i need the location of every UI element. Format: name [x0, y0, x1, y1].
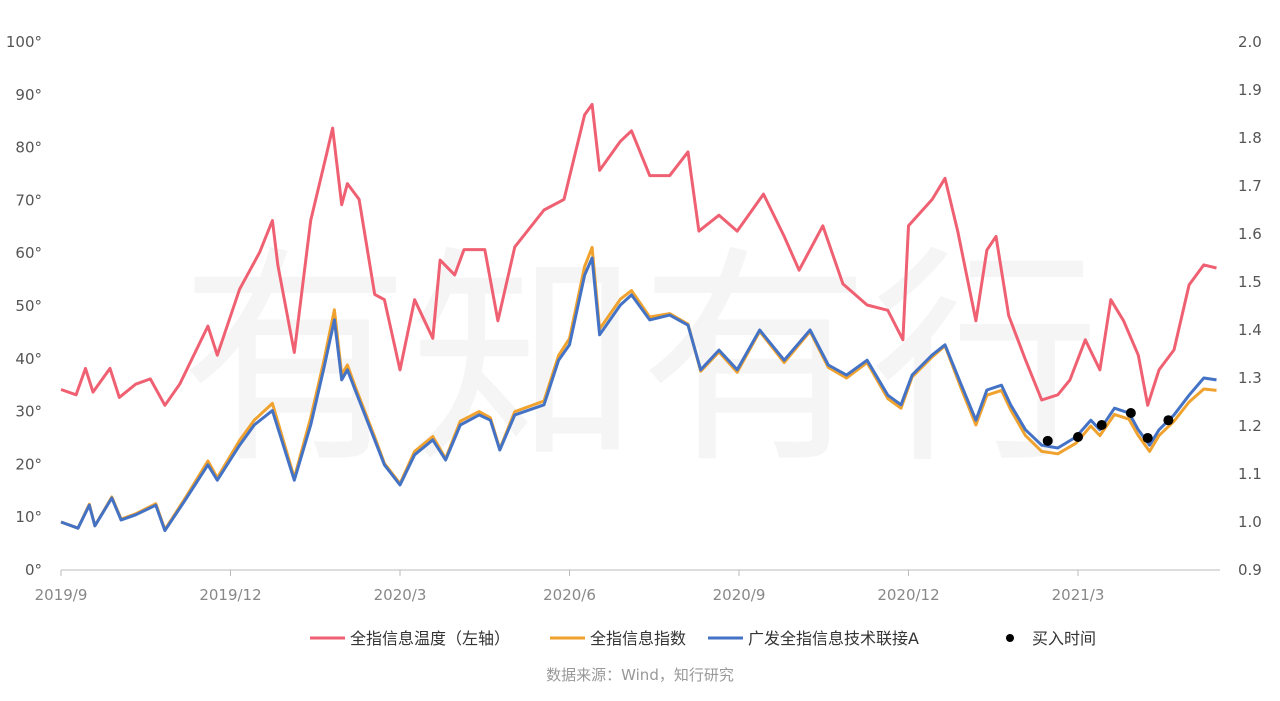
y-left-tick-label: 80°	[15, 139, 42, 157]
y-left-tick-label: 90°	[15, 86, 42, 104]
y-right-tick-label: 1.1	[1238, 465, 1262, 483]
buy-point	[1042, 435, 1053, 446]
y-left-tick-label: 20°	[15, 455, 42, 473]
y-left-tick-label: 0°	[25, 561, 42, 579]
y-left-tick-label: 60°	[15, 244, 42, 262]
y-right-tick-label: 1.2	[1238, 417, 1262, 435]
temperature-line	[60, 102, 1217, 407]
y-left-tick-label: 70°	[15, 191, 42, 209]
x-tick-label: 2020/9	[713, 586, 766, 604]
legend-item-fund[interactable]: 广发全指信息技术联接A	[708, 629, 919, 648]
y-right-tick-label: 1.5	[1238, 273, 1262, 291]
plot-area	[60, 102, 1217, 533]
buy-point	[1125, 408, 1136, 418]
y-right-tick-label: 1.0	[1238, 513, 1262, 531]
buy-point	[1163, 415, 1174, 426]
index-line	[60, 245, 1217, 532]
legend-label: 广发全指信息技术联接A	[748, 629, 919, 648]
watermark: 有知有行	[180, 228, 1100, 495]
y-right-tick-label: 1.8	[1238, 129, 1262, 147]
y-left-tick-label: 10°	[15, 508, 42, 526]
source-note: 数据来源：Wind，知行研究	[546, 666, 734, 684]
x-tick-label: 2021/3	[1052, 586, 1105, 604]
buy-point	[1096, 420, 1107, 430]
buy-point	[1142, 432, 1153, 443]
legend-label: 全指信息指数	[590, 629, 686, 648]
y-left-tick-label: 30°	[15, 403, 42, 421]
y-right-tick-label: 0.9	[1238, 561, 1262, 579]
legend: 全指信息温度（左轴） 全指信息指数 广发全指信息技术联接A 买入时间	[310, 629, 1096, 648]
legend-item-index[interactable]: 全指信息指数	[550, 629, 686, 648]
left-axis: 0° 10° 20° 30° 40° 50° 60° 70° 80° 90° 100°	[6, 33, 42, 579]
y-right-tick-label: 1.6	[1238, 225, 1262, 243]
x-axis: 2019/9 2019/12 2020/3 2020/6 2020/9 2020/12 20…	[35, 570, 1105, 604]
y-right-tick-label: 1.7	[1238, 177, 1262, 195]
y-right-tick-label: 1.3	[1238, 369, 1262, 387]
y-right-tick-label: 1.9	[1238, 81, 1262, 99]
x-tick-label: 2020/12	[877, 586, 939, 604]
legend-item-temperature[interactable]: 全指信息温度（左轴）	[310, 629, 510, 648]
legend-label: 买入时间	[1032, 629, 1096, 648]
y-left-tick-label: 40°	[15, 350, 42, 368]
y-right-tick-label: 1.4	[1238, 321, 1262, 339]
legend-label: 全指信息温度（左轴）	[350, 629, 510, 648]
buy-point	[1073, 432, 1083, 442]
y-left-tick-label: 50°	[15, 297, 42, 315]
y-right-tick-label: 2.0	[1238, 33, 1262, 51]
x-tick-label: 2019/9	[35, 586, 88, 604]
x-tick-label: 2020/3	[374, 586, 427, 604]
y-left-tick-label: 100°	[6, 33, 42, 51]
x-tick-label: 2020/6	[543, 586, 596, 604]
x-tick-label: 2019/12	[199, 586, 261, 604]
right-axis: 0.9 1.0 1.1 1.2 1.3 1.4 1.5 1.6 1.7 1.8 1.9 2.0	[1238, 33, 1262, 579]
legend-item-buy[interactable]: 买入时间	[1006, 629, 1096, 648]
fund-line	[60, 256, 1217, 533]
